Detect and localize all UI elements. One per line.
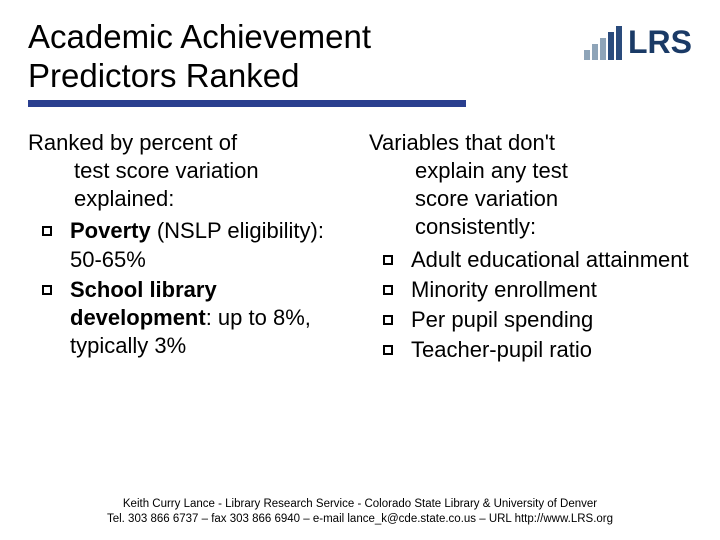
list-item: Adult educational attainment bbox=[369, 246, 692, 274]
list-item: School library development: up to 8%, ty… bbox=[28, 276, 351, 360]
bullet-text: Minority enrollment bbox=[411, 276, 692, 304]
list-item: Poverty (NSLP eligibility): 50-65% bbox=[28, 217, 351, 273]
bullet-square-icon bbox=[383, 315, 393, 325]
left-lead-b: test score variation bbox=[28, 157, 351, 185]
right-column: Variables that don't explain any test sc… bbox=[369, 129, 692, 364]
bold-term: Poverty bbox=[70, 218, 151, 243]
footer: Keith Curry Lance - Library Research Ser… bbox=[0, 497, 720, 528]
bullet-square-icon bbox=[383, 285, 393, 295]
title-line-2: Predictors Ranked bbox=[28, 57, 299, 94]
title-line-1: Academic Achievement bbox=[28, 18, 371, 55]
left-lead-a: Ranked by percent of bbox=[28, 130, 237, 155]
slide-title: Academic Achievement Predictors Ranked bbox=[28, 18, 584, 96]
logo-bars-icon bbox=[584, 26, 622, 60]
bullet-square-icon bbox=[383, 255, 393, 265]
lrs-logo: LRS bbox=[584, 18, 692, 61]
bullet-square-icon bbox=[42, 226, 52, 236]
list-item: Minority enrollment bbox=[369, 276, 692, 304]
bullet-text: Teacher-pupil ratio bbox=[411, 336, 692, 364]
bullet-text: School library development: up to 8%, ty… bbox=[70, 276, 351, 360]
title-rule bbox=[28, 100, 466, 107]
bold-term: School library development bbox=[70, 277, 217, 330]
left-column: Ranked by percent of test score variatio… bbox=[28, 129, 351, 364]
right-lead-d: consistently: bbox=[369, 213, 692, 241]
slide: Academic Achievement Predictors Ranked L… bbox=[0, 0, 720, 540]
footer-line-1: Keith Curry Lance - Library Research Ser… bbox=[0, 497, 720, 513]
left-lead-c: explained: bbox=[28, 185, 351, 213]
bullet-square-icon bbox=[383, 345, 393, 355]
logo-text: LRS bbox=[628, 24, 692, 61]
content-columns: Ranked by percent of test score variatio… bbox=[28, 129, 692, 364]
bullet-text: Poverty (NSLP eligibility): 50-65% bbox=[70, 217, 351, 273]
left-lead: Ranked by percent of test score variatio… bbox=[28, 129, 351, 213]
list-item: Teacher-pupil ratio bbox=[369, 336, 692, 364]
right-lead-a: Variables that don't bbox=[369, 130, 555, 155]
bullet-text: Adult educational attainment bbox=[411, 246, 692, 274]
footer-line-2: Tel. 303 866 6737 – fax 303 866 6940 – e… bbox=[0, 512, 720, 528]
header-row: Academic Achievement Predictors Ranked L… bbox=[28, 18, 692, 96]
right-lead-b: explain any test bbox=[369, 157, 692, 185]
list-item: Per pupil spending bbox=[369, 306, 692, 334]
bullet-text: Per pupil spending bbox=[411, 306, 692, 334]
bullet-square-icon bbox=[42, 285, 52, 295]
right-lead: Variables that don't explain any test sc… bbox=[369, 129, 692, 242]
right-lead-c: score variation bbox=[369, 185, 692, 213]
